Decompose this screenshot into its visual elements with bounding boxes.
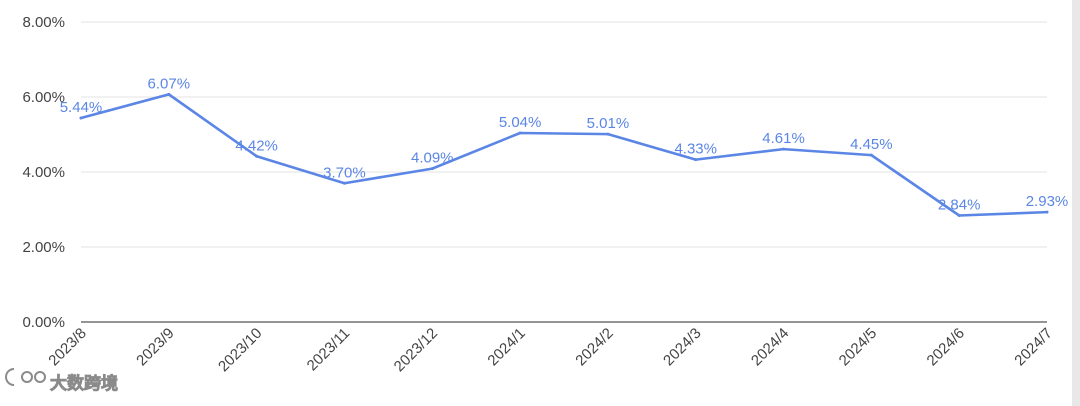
y-tick-label: 8.00% [22, 14, 65, 31]
data-label: 4.09% [411, 150, 454, 167]
x-axis-ticks: 2023/8 2023/9 2023/10 2023/11 2023/12 2024/1 2… [45, 325, 1055, 375]
data-label: 5.01% [587, 115, 630, 132]
data-point [518, 131, 522, 135]
data-point [255, 154, 259, 158]
data-label: 4.45% [850, 136, 893, 153]
data-label: 4.42% [235, 137, 278, 154]
x-tick-label: 2024/7 [1011, 325, 1055, 369]
watermark: 大数跨境 [5, 368, 118, 394]
data-label: 2.93% [1026, 193, 1069, 210]
data-point [782, 147, 786, 151]
panel-edge [1072, 0, 1080, 406]
data-label: 5.44% [60, 99, 103, 116]
x-tick-label: 2024/2 [572, 325, 616, 369]
y-tick-label: 2.00% [22, 239, 65, 256]
x-tick-label: 2024/5 [836, 325, 880, 369]
x-tick-label: 2023/8 [45, 325, 89, 369]
x-tick-label: 2023/9 [133, 325, 177, 369]
series-line [79, 93, 1049, 217]
data-point [1045, 210, 1049, 214]
y-axis-ticks: 0.00% 2.00% 4.00% 6.00% 8.00% [22, 14, 65, 331]
data-point [79, 116, 83, 120]
y-tick-label: 6.00% [22, 89, 65, 106]
data-point [957, 214, 961, 217]
data-point [694, 158, 698, 162]
x-tick-label: 2023/12 [391, 325, 441, 375]
data-point [869, 153, 873, 157]
x-tick-label: 2023/10 [215, 325, 265, 375]
x-tick-label: 2024/6 [924, 325, 968, 369]
x-tick-label: 2024/1 [484, 325, 528, 369]
data-point [342, 181, 346, 185]
data-label: 4.61% [762, 130, 805, 147]
y-tick-label: 4.00% [22, 164, 65, 181]
data-label: 4.33% [674, 141, 717, 158]
x-tick-label: 2024/4 [748, 325, 792, 369]
data-label: 5.04% [499, 114, 542, 131]
x-tick-label: 2023/11 [304, 325, 354, 375]
watermark-logo-icon [5, 368, 46, 386]
data-label: 3.70% [323, 164, 366, 181]
data-label: 2.84% [938, 197, 981, 214]
series-line-group [79, 92, 1049, 217]
watermark-text: 大数跨境 [50, 373, 118, 394]
data-label: 6.07% [148, 75, 191, 92]
data-labels: 5.44% 6.07% 4.42% 3.70% 4.09% 5.04% 5.01% 4.33%… [60, 75, 1069, 213]
data-point [606, 132, 610, 136]
data-point [167, 92, 171, 96]
data-point [430, 167, 434, 171]
x-tick-label: 2024/3 [660, 325, 704, 369]
y-tick-label: 0.00% [22, 314, 65, 331]
gridlines [81, 21, 1047, 323]
